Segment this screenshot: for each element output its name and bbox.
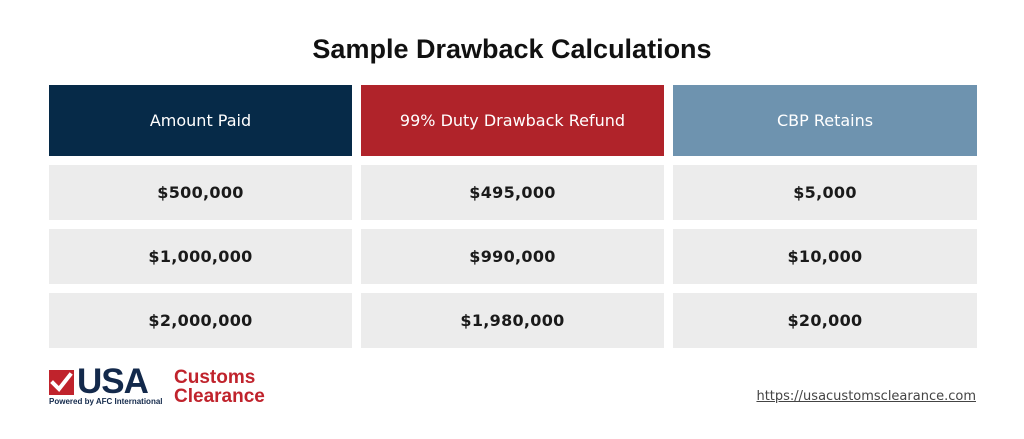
table-cell: $500,000: [49, 165, 352, 220]
table-cell: $20,000: [673, 293, 977, 348]
logo-usa-text: USA: [77, 362, 149, 401]
checkmark-icon: [49, 370, 74, 395]
table-cell: $1,980,000: [361, 293, 664, 348]
column-header-amount-paid: Amount Paid: [49, 85, 352, 156]
table-cell: $5,000: [673, 165, 977, 220]
column-header-cbp-retains: CBP Retains: [673, 85, 977, 156]
table-cell: $10,000: [673, 229, 977, 284]
logo-customs-clearance-text: Customs Clearance: [174, 368, 265, 406]
table-cell: $2,000,000: [49, 293, 352, 348]
logo-tagline: Powered by AFC International: [49, 397, 163, 406]
logo-word-clearance: Clearance: [174, 386, 265, 407]
page-title: Sample Drawback Calculations: [312, 34, 712, 64]
website-link[interactable]: https://usacustomsclearance.com: [756, 389, 976, 404]
table-cell: $1,000,000: [49, 229, 352, 284]
column-header-drawback-refund: 99% Duty Drawback Refund: [361, 85, 664, 156]
table-cell: $990,000: [361, 229, 664, 284]
table-cell: $495,000: [361, 165, 664, 220]
drawback-table: Amount Paid 99% Duty Drawback Refund CBP…: [49, 85, 977, 348]
logo-word-customs: Customs: [174, 367, 256, 388]
usa-customs-clearance-logo: USA Customs Clearance Powered by AFC Int…: [49, 364, 289, 408]
